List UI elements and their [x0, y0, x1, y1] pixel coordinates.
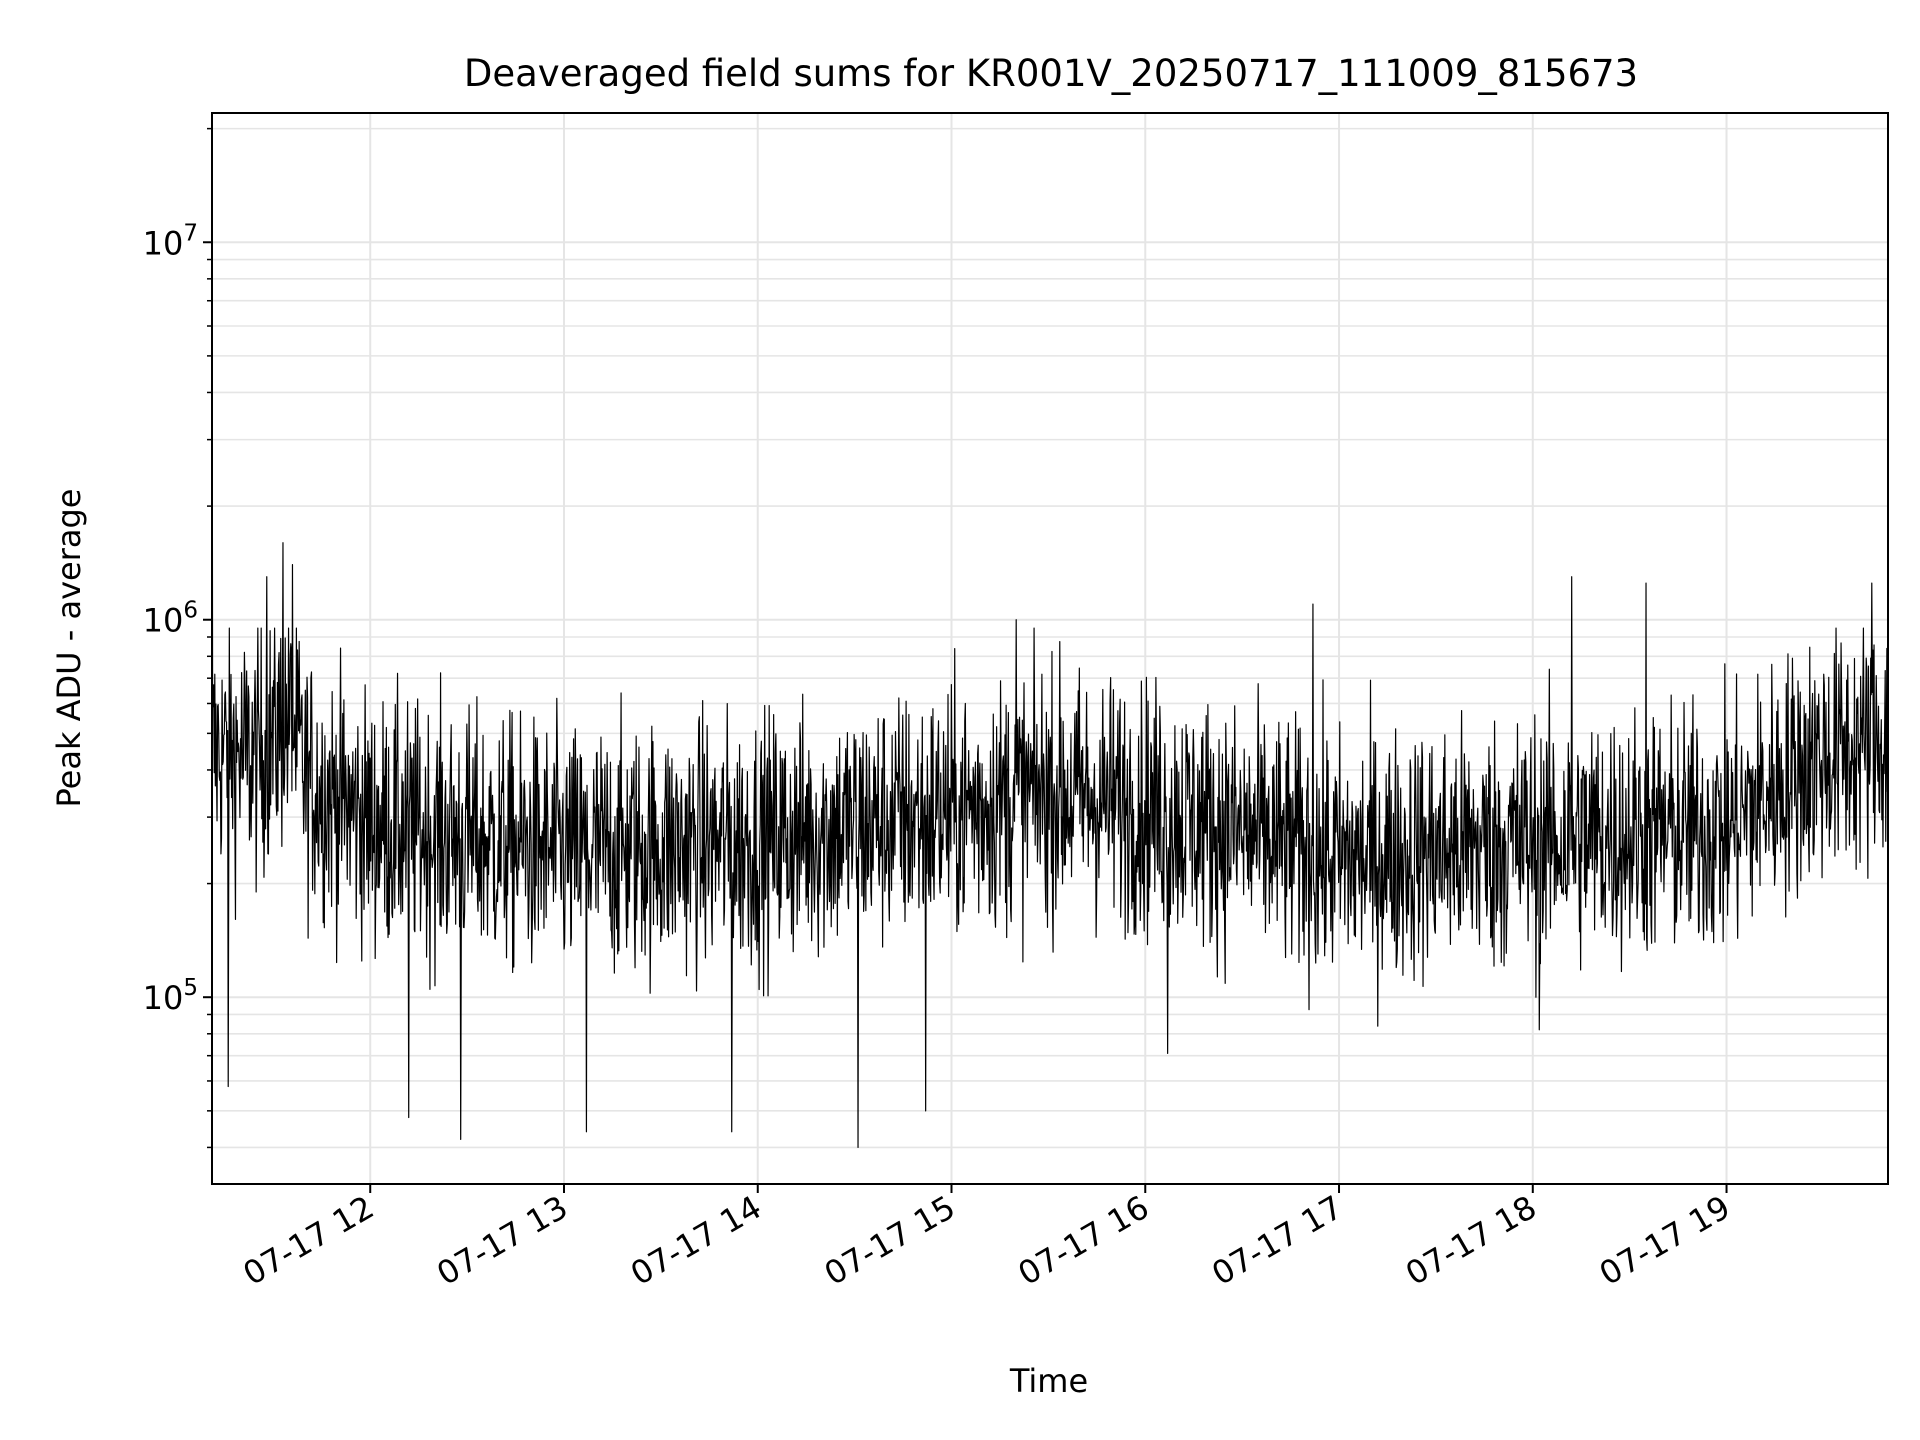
chart-title: Deaveraged field sums for KR001V_2025071…	[464, 52, 1638, 95]
y-axis: 105 106 107	[143, 127, 212, 1149]
y-tick-label: 107	[143, 220, 198, 262]
y-axis-label: Peak ADU - average	[50, 489, 88, 808]
series-line	[211, 155, 1889, 1149]
y-tick-label: 105	[143, 975, 198, 1017]
x-axis-label: Time	[1009, 1362, 1088, 1400]
plot-frame	[211, 112, 1889, 1185]
series-line-group	[211, 155, 1889, 1149]
y-tick-label: 106	[143, 598, 198, 640]
